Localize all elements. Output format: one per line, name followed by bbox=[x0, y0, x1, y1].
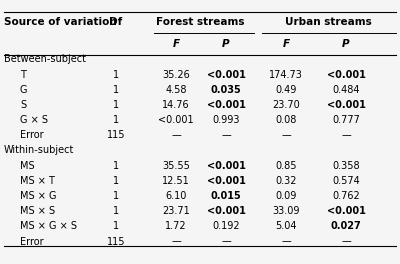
Text: 1: 1 bbox=[113, 115, 119, 125]
Text: G × S: G × S bbox=[20, 115, 48, 125]
Text: T: T bbox=[20, 70, 26, 79]
Text: 1: 1 bbox=[113, 100, 119, 110]
Text: 0.993: 0.993 bbox=[212, 115, 240, 125]
Text: <0.001: <0.001 bbox=[206, 161, 246, 171]
Text: 35.55: 35.55 bbox=[162, 161, 190, 171]
Text: 174.73: 174.73 bbox=[269, 70, 303, 79]
Text: 1: 1 bbox=[113, 191, 119, 201]
Text: 14.76: 14.76 bbox=[162, 100, 190, 110]
Text: <0.001: <0.001 bbox=[206, 100, 246, 110]
Text: —: — bbox=[341, 130, 351, 140]
Text: 115: 115 bbox=[107, 130, 125, 140]
Text: Df: Df bbox=[109, 17, 123, 27]
Text: G: G bbox=[20, 85, 28, 95]
Text: 23.71: 23.71 bbox=[162, 206, 190, 216]
Text: <0.001: <0.001 bbox=[326, 100, 366, 110]
Text: 0.09: 0.09 bbox=[275, 191, 297, 201]
Text: 0.08: 0.08 bbox=[275, 115, 297, 125]
Text: 0.574: 0.574 bbox=[332, 176, 360, 186]
Text: 0.192: 0.192 bbox=[212, 221, 240, 231]
Text: Source of variation: Source of variation bbox=[4, 17, 117, 27]
Text: 1: 1 bbox=[113, 176, 119, 186]
Text: 0.762: 0.762 bbox=[332, 191, 360, 201]
Text: —: — bbox=[341, 237, 351, 247]
Text: 12.51: 12.51 bbox=[162, 176, 190, 186]
Text: —: — bbox=[221, 130, 231, 140]
Text: —: — bbox=[281, 237, 291, 247]
Text: P: P bbox=[342, 39, 350, 49]
Text: <0.001: <0.001 bbox=[326, 206, 366, 216]
Text: 1: 1 bbox=[113, 70, 119, 79]
Text: 0.49: 0.49 bbox=[275, 85, 297, 95]
Text: 0.035: 0.035 bbox=[211, 85, 241, 95]
Text: 5.04: 5.04 bbox=[275, 221, 297, 231]
Text: F: F bbox=[282, 39, 290, 49]
Text: 0.777: 0.777 bbox=[332, 115, 360, 125]
Text: Error: Error bbox=[20, 237, 44, 247]
Text: <0.001: <0.001 bbox=[206, 70, 246, 79]
Text: <0.001: <0.001 bbox=[326, 70, 366, 79]
Text: —: — bbox=[221, 237, 231, 247]
Text: <0.001: <0.001 bbox=[206, 206, 246, 216]
Text: Between-subject: Between-subject bbox=[4, 54, 86, 64]
Text: <0.001: <0.001 bbox=[206, 176, 246, 186]
Text: 0.85: 0.85 bbox=[275, 161, 297, 171]
Text: 0.015: 0.015 bbox=[211, 191, 241, 201]
Text: 0.32: 0.32 bbox=[275, 176, 297, 186]
Text: S: S bbox=[20, 100, 26, 110]
Text: —: — bbox=[171, 130, 181, 140]
Text: —: — bbox=[281, 130, 291, 140]
Text: 0.484: 0.484 bbox=[332, 85, 360, 95]
Text: 1: 1 bbox=[113, 85, 119, 95]
Text: Error: Error bbox=[20, 130, 44, 140]
Text: 35.26: 35.26 bbox=[162, 70, 190, 79]
Text: 33.09: 33.09 bbox=[272, 206, 300, 216]
Text: 23.70: 23.70 bbox=[272, 100, 300, 110]
Text: 1: 1 bbox=[113, 206, 119, 216]
Text: P: P bbox=[222, 39, 230, 49]
Text: Forest streams: Forest streams bbox=[156, 17, 244, 27]
Text: MS × G: MS × G bbox=[20, 191, 56, 201]
Text: Urban streams: Urban streams bbox=[285, 17, 371, 27]
Text: F: F bbox=[172, 39, 180, 49]
Text: 6.10: 6.10 bbox=[165, 191, 187, 201]
Text: MS: MS bbox=[20, 161, 35, 171]
Text: MS × T: MS × T bbox=[20, 176, 55, 186]
Text: <0.001: <0.001 bbox=[158, 115, 194, 125]
Text: 1: 1 bbox=[113, 221, 119, 231]
Text: MS × S: MS × S bbox=[20, 206, 55, 216]
Text: 1.72: 1.72 bbox=[165, 221, 187, 231]
Text: MS × G × S: MS × G × S bbox=[20, 221, 77, 231]
Text: 1: 1 bbox=[113, 161, 119, 171]
Text: —: — bbox=[171, 237, 181, 247]
Text: 115: 115 bbox=[107, 237, 125, 247]
Text: 0.027: 0.027 bbox=[331, 221, 361, 231]
Text: 0.358: 0.358 bbox=[332, 161, 360, 171]
Text: Within-subject: Within-subject bbox=[4, 145, 74, 155]
Text: 4.58: 4.58 bbox=[165, 85, 187, 95]
